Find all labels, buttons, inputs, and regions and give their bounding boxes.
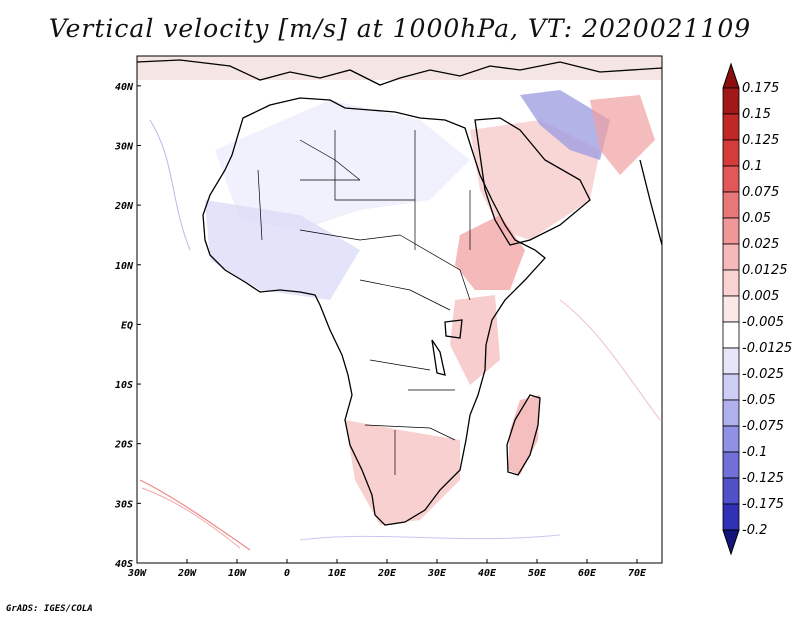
- shade-iran-blue: [520, 90, 610, 160]
- lon-tick-label: 70E: [628, 568, 647, 579]
- india-coastline: [639, 159, 662, 246]
- grads-credit: GrADS: IGES/COLA: [6, 604, 93, 614]
- colorbar-swatch: [722, 87, 740, 115]
- shade-ethiopia-red: [455, 215, 525, 290]
- colorbar-level-label: -0.05: [742, 393, 776, 408]
- border-8: [369, 359, 431, 371]
- lat-tick-label: 30S: [114, 499, 133, 510]
- colorbar-swatch: [722, 373, 740, 401]
- border-3: [334, 130, 415, 201]
- lat-tick-label: 20N: [114, 201, 134, 212]
- colorbar: 0.175 0.15 0.125 0.1 0.075 0.05 0.025 0.0125 0.0…: [722, 62, 792, 556]
- colorbar-level-label: -0.075: [742, 419, 784, 434]
- colorbar-level-label: 0.025: [742, 237, 779, 252]
- lat-tick-label: EQ: [121, 320, 133, 331]
- lat-tick-label: 10N: [115, 261, 134, 272]
- lon-tick-label: 50E: [528, 568, 547, 579]
- africa-coastline: [202, 97, 546, 526]
- lon-tick-label: 20W: [177, 568, 197, 579]
- colorbar-level-label: 0.15: [742, 107, 771, 122]
- lon-tick-label: 10E: [328, 568, 347, 579]
- lon-tick-label: 20E: [377, 568, 397, 579]
- colorbar-swatch: [722, 217, 740, 245]
- lon-tick-label: 30W: [127, 568, 147, 579]
- streak-indian-ocean: [559, 299, 661, 421]
- shade-iran-red: [590, 95, 655, 175]
- lake-victoria: [444, 319, 463, 339]
- madagascar-coastline: [506, 394, 541, 476]
- map-title: Vertical velocity [m/s] at 1000hPa, VT: …: [48, 14, 752, 43]
- colorbar-swatch: [722, 191, 740, 219]
- colorbar-swatch: [722, 451, 740, 479]
- streak-southern-ocean: [299, 534, 561, 541]
- map-panel: 30W 20W 10W 0 10E 20E 30E 40E 50E 60E 70E 40N 30N 20…: [114, 55, 663, 579]
- colorbar-level-label: -0.005: [742, 315, 784, 330]
- shade-madagascar-red: [508, 395, 540, 475]
- border-1: [257, 169, 263, 241]
- colorbar-swatch: [722, 321, 740, 349]
- colorbar-level-label: 0.175: [742, 81, 779, 96]
- lat-tick-label: 40S: [115, 559, 133, 570]
- lat-tick-label: 30N: [114, 141, 134, 152]
- colorbar-swatch: [722, 269, 740, 297]
- colorbar-level-label: 0.075: [742, 185, 779, 200]
- shade-eastafrica-red: [450, 295, 500, 385]
- lon-tick-label: 40E: [478, 568, 497, 579]
- colorbar-swatch: [722, 113, 740, 141]
- colorbar-top-arrow: [722, 62, 740, 89]
- colorbar-level-label: 0.0125: [742, 263, 788, 278]
- colorbar-swatch: [722, 425, 740, 453]
- lon-tick-label: 30E: [427, 568, 447, 579]
- map-frame: [136, 55, 663, 564]
- colorbar-level-label: -0.025: [742, 367, 784, 382]
- colorbar-swatch: [722, 243, 740, 271]
- colorbar-level-label: 0.125: [742, 133, 779, 148]
- arabia-coastline: [474, 117, 591, 246]
- colorbar-level-label: 0.005: [742, 289, 779, 304]
- colorbar-swatch: [722, 477, 740, 505]
- lon-tick-label: 60E: [578, 568, 597, 579]
- country-borders: [257, 130, 471, 475]
- colorbar-swatch: [722, 165, 740, 193]
- colorbar-level-label: -0.2: [742, 523, 767, 538]
- lon-tick-label: 0: [284, 568, 290, 579]
- colorbar-swatch: [722, 139, 740, 167]
- colorbar-level-label: -0.125: [742, 471, 784, 486]
- border-6: [399, 234, 471, 301]
- colorbar-level-label: 0.1: [742, 159, 763, 174]
- colorbar-level-label: 0.05: [742, 211, 771, 226]
- lat-axis: 40N 30N 20N 10N EQ 10S 20S 30S 40S: [114, 82, 141, 570]
- shade-westafrica-blue: [205, 200, 360, 300]
- colorbar-swatch: [722, 347, 740, 375]
- shade-southafrica-red: [345, 420, 460, 525]
- shade-sahara: [215, 100, 470, 230]
- streak-atlantic-blue: [149, 119, 191, 251]
- lat-tick-label: 40N: [115, 82, 134, 93]
- lon-axis: 30W 20W 10W 0 10E 20E 30E 40E 50E 60E 70E: [127, 559, 647, 579]
- border-5: [299, 229, 401, 241]
- streak-south-atlantic: [139, 479, 251, 551]
- colorbar-swatch: [722, 399, 740, 427]
- lat-tick-label: 10S: [115, 380, 133, 391]
- lat-tick-label: 20S: [114, 440, 133, 451]
- streak-south-atlantic-2: [141, 487, 241, 549]
- coastlines: [137, 59, 662, 526]
- colorbar-level-label: -0.175: [742, 497, 784, 512]
- shade-arabia-red: [470, 120, 600, 240]
- lon-tick-label: 10W: [228, 568, 247, 579]
- shade-north-strip: [137, 56, 662, 80]
- lake-tanganyika: [431, 339, 446, 376]
- europe-coastline: [137, 59, 662, 86]
- colorbar-swatch: [722, 503, 740, 531]
- colorbar-swatch: [722, 295, 740, 323]
- colorbar-level-label: -0.1: [742, 445, 767, 460]
- colorbar-bottom-arrow: [722, 529, 740, 556]
- velocity-field: [137, 56, 662, 551]
- colorbar-level-label: -0.0125: [742, 341, 792, 356]
- border-9: [364, 424, 456, 441]
- border-7: [359, 279, 451, 311]
